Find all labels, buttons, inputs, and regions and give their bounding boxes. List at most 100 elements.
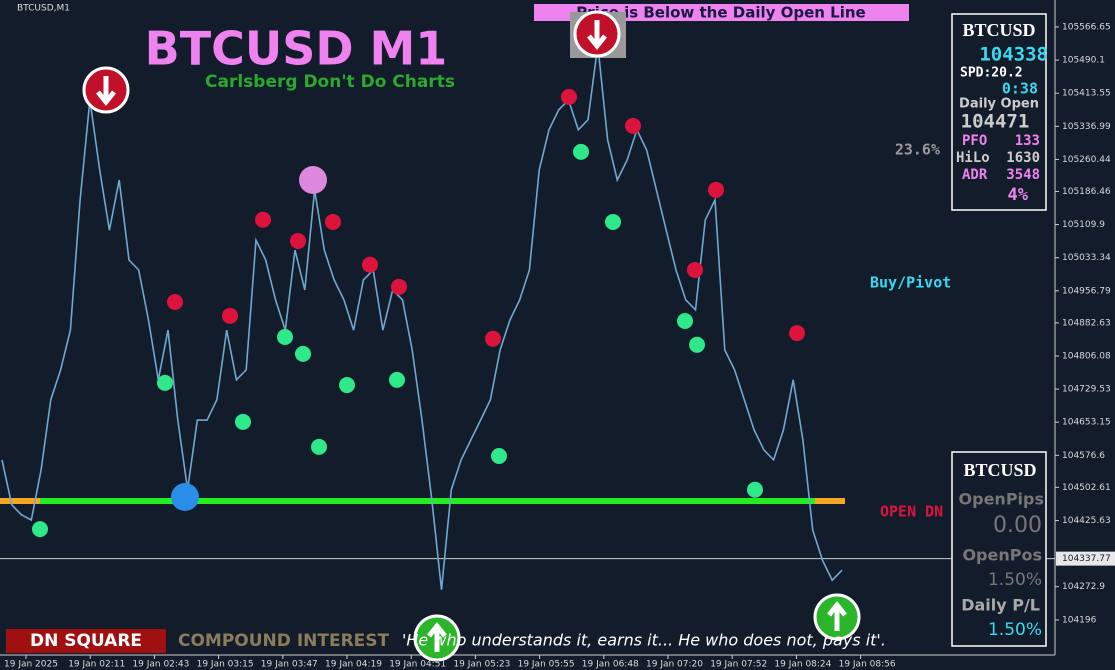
signal-dot (339, 377, 355, 394)
y-tick-label: 105490.1 (1062, 56, 1105, 66)
y-tick-label: 105260.44 (1062, 155, 1111, 165)
open-dot (171, 483, 199, 511)
panel-timer: 0:38 (1002, 80, 1038, 98)
y-tick-label: 104882.63 (1062, 318, 1111, 328)
x-tick-label: 19 Jan 04:51 (389, 660, 446, 670)
signal-dot (491, 447, 507, 464)
x-tick-label: 19 Jan 08:24 (774, 660, 831, 670)
signal-dot (167, 293, 183, 310)
pivot-label: Buy/Pivot (870, 274, 951, 292)
x-tick-label: 19 Jan 03:47 (261, 660, 318, 670)
x-tick-label: 19 Jan 03:15 (197, 660, 254, 670)
signal-dot (290, 232, 306, 249)
x-tick-label: 19 Jan 2025 (4, 660, 58, 670)
badge: DN SQUARE (30, 631, 142, 651)
arrow-glyph (96, 76, 116, 107)
signal-dot (485, 330, 501, 347)
signal-dot (789, 325, 805, 342)
y-tick-label: 104576.6 (1062, 451, 1105, 461)
y-tick-label: 105566.65 (1062, 22, 1111, 32)
signal-dot (277, 329, 293, 346)
window-title: BTCUSD,M1 (17, 4, 70, 14)
panel-label: OpenPos (962, 546, 1042, 565)
subtitle: Carlsberg Don't Do Charts (205, 72, 455, 92)
signal-dot (362, 256, 378, 273)
y-tick-label: 104196 (1062, 615, 1097, 625)
signal-dot (325, 213, 341, 230)
badge-bg (6, 629, 166, 653)
y-tick-label: 104272.9 (1062, 582, 1105, 592)
signal-dot (389, 371, 405, 388)
open-label: OPEN DN (880, 503, 943, 521)
y-tick-label: 104729.53 (1062, 385, 1111, 395)
y-tick-label: 105186.46 (1062, 187, 1111, 197)
panel-open: 104471 (961, 111, 1030, 133)
x-tick-label: 19 Jan 05:23 (453, 660, 510, 670)
arrow-glyph (427, 621, 447, 652)
signal-dot (573, 143, 589, 160)
panel-label: ADR (962, 167, 988, 183)
y-tick-label: 104653.15 (1062, 418, 1111, 428)
signal-dot (677, 313, 693, 330)
panel-value: 4% (1008, 185, 1029, 205)
current-price-tag (1056, 551, 1115, 566)
arrow-glyph (827, 600, 847, 631)
panel-value: 0.00 (993, 513, 1042, 538)
y-tick-label: 104502.61 (1062, 483, 1111, 493)
signal-dot (32, 521, 48, 538)
price-line (1, 44, 843, 590)
quote: 'He who understands it, earns it... He w… (402, 631, 886, 650)
signal-dot (235, 413, 251, 430)
x-tick-label: 19 Jan 07:52 (710, 660, 767, 670)
x-tick-label: 19 Jan 08:56 (839, 660, 896, 670)
panel-label: Daily P/L (961, 596, 1040, 615)
panel-label: Daily Open (959, 97, 1039, 112)
signal-dot (605, 213, 621, 230)
signal-dot (689, 336, 705, 353)
y-tick-label: 104425.63 (1062, 516, 1111, 526)
panel-label: PFO (962, 133, 987, 149)
y-tick-label: 105033.34 (1062, 253, 1111, 263)
panel-frame (951, 451, 1047, 647)
signal-dot (255, 211, 271, 228)
panel-label: OpenPips (959, 490, 1044, 509)
signal-dot (222, 307, 238, 324)
x-tick-label: 19 Jan 07:20 (646, 660, 703, 670)
arrow-glyph (587, 20, 607, 51)
footer: DN SQUARE COMPOUND INTEREST 'He who unde… (6, 629, 886, 653)
pivot-dot (299, 166, 327, 194)
panel-price: 104338 (979, 44, 1048, 66)
panel-value: 1630 (1006, 150, 1040, 166)
panel-value: 133 (1015, 133, 1040, 149)
banner: Price is Below the Daily Open Line (576, 4, 865, 22)
banner-bg (534, 4, 909, 21)
y-tick-label: 105109.9 (1062, 220, 1105, 230)
signal-dot (687, 261, 703, 278)
y-tick-label: 105336.99 (1062, 122, 1111, 132)
panel-value: 1.50% (988, 620, 1042, 640)
x-tick-label: 19 Jan 02:11 (68, 660, 125, 670)
x-tick-label: 19 Jan 06:48 (582, 660, 639, 670)
panel-value: 3548 (1006, 167, 1040, 183)
chart-title: BTCUSD M1 (145, 22, 448, 76)
y-tick-label: 104806.08 (1062, 352, 1111, 362)
signal-dot (708, 181, 724, 198)
signal-dot (747, 481, 763, 498)
panel-label: HiLo (956, 150, 990, 166)
y-tick-label: 104956.79 (1062, 286, 1111, 296)
signal-dot (561, 88, 577, 105)
panel-frame (951, 13, 1047, 211)
panel-symbol: BTCUSD (963, 460, 1036, 480)
panel-value: 1.50% (988, 570, 1042, 590)
signal-dot (157, 374, 173, 391)
signal-dot (295, 345, 311, 362)
arrow-icons (82, 10, 861, 662)
info-panel-bottom: BTCUSD OpenPips 0.00 OpenPos 1.50% Daily… (951, 451, 1047, 647)
signal-dot (625, 117, 641, 134)
current-price-label: 104337.77 (1062, 554, 1111, 564)
compound-label: COMPOUND INTEREST (178, 631, 390, 651)
fib-label: 23.6% (895, 141, 940, 159)
x-tick-label: 19 Jan 04:19 (325, 660, 382, 670)
panel-spread: SPD:20.2 (960, 66, 1023, 81)
